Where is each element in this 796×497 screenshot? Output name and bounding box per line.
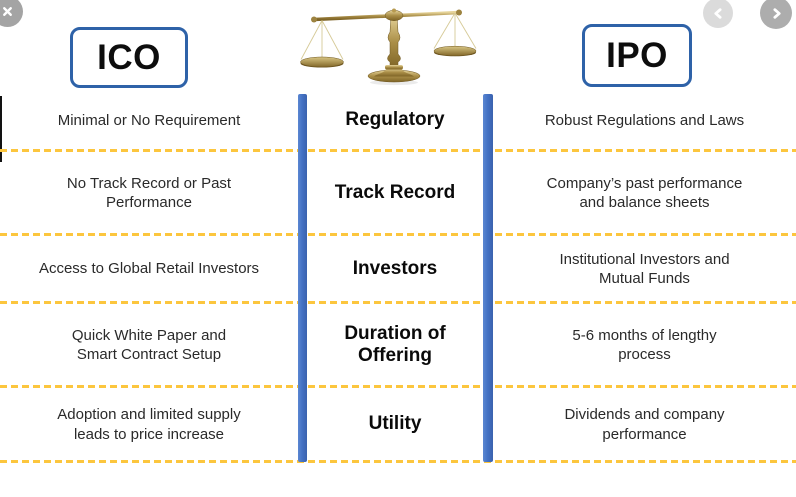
ipo-value-duration: 5-6 months of lengthy process [572,326,717,363]
chevron-right-icon [772,7,781,19]
row-divider [0,301,796,304]
ipo-title: IPO [606,35,668,75]
ico-value-utility: Adoption and limited supply leads to pri… [57,406,241,443]
comparison-table: Minimal or No Requirement Regulatory Rob… [0,90,796,462]
balance-scale-icon [300,8,477,86]
next-image-button[interactable] [760,0,792,29]
screen-edge-artifact [0,96,2,162]
ico-value-regulatory: Minimal or No Requirement [57,111,241,129]
ico-value-investors: Access to Global Retail Investors [38,260,260,278]
row-divider [0,385,796,388]
ico-title-box: ICO [70,27,188,88]
attribute-investors: Investors [352,257,438,279]
ico-value-track-record: No Track Record or Past Performance [66,174,232,211]
ipo-value-investors: Institutional Investors and Mutual Funds [559,250,730,287]
attribute-duration: Duration of Offering [344,322,446,366]
chevron-left-icon [713,7,722,19]
left-pillar-bar [298,94,307,462]
previous-image-button[interactable] [703,0,733,28]
x-mark-icon [3,7,12,16]
attribute-utility: Utility [368,413,422,435]
ipo-value-regulatory: Robust Regulations and Laws [544,111,745,129]
ipo-value-utility: Dividends and company performance [564,406,725,443]
attribute-track-record: Track Record [334,181,456,203]
right-pillar-bar [483,94,493,462]
row-divider [0,233,796,236]
row-divider [0,460,796,463]
ico-title: ICO [97,37,161,77]
ipo-value-track-record: Company’s past performance and balance s… [546,174,743,211]
close-button[interactable] [0,0,23,27]
ipo-title-box: IPO [582,24,692,87]
attribute-regulatory: Regulatory [345,109,445,131]
ico-value-duration: Quick White Paper and Smart Contract Set… [71,326,227,363]
row-divider [0,149,796,152]
